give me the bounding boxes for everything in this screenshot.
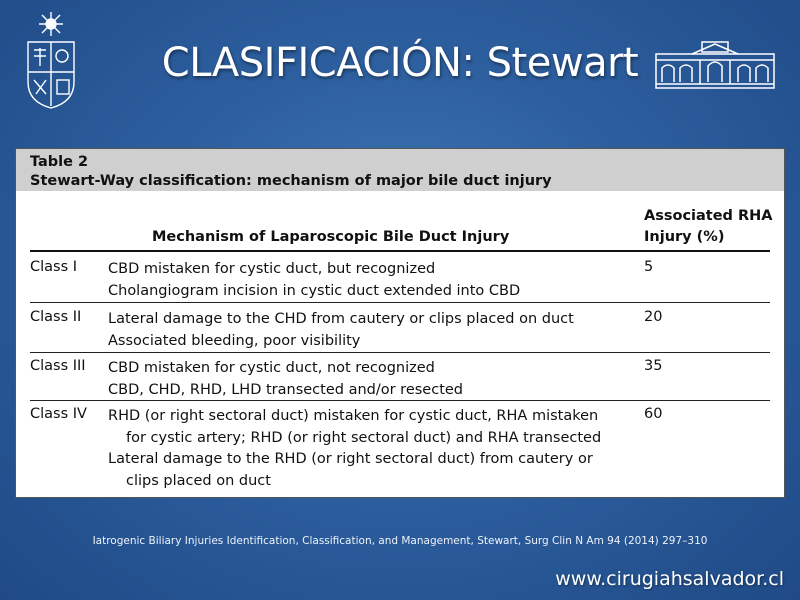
slide-title: CLASIFICACIÓN: Stewart	[161, 40, 639, 86]
mechanism-line: for cystic artery; RHD (or right sectora…	[126, 429, 602, 446]
mechanism-line: Associated bleeding, poor visibility	[108, 332, 361, 349]
row-mechanism: CBD mistaken for cystic duct, but recogn…	[108, 259, 638, 302]
website-url: www.cirugiahsalvador.cl	[555, 568, 784, 590]
row-class: Class III	[30, 358, 86, 374]
header-rha: Associated RHA Injury (%)	[644, 206, 773, 248]
classification-table: Table 2 Stewart-Way classification: mech…	[15, 148, 785, 498]
mechanism-line: CBD mistaken for cystic duct, not recogn…	[108, 360, 435, 376]
row-class: Class II	[30, 309, 82, 325]
row-rha-percent: 60	[644, 406, 663, 422]
row-class: Class I	[30, 259, 78, 275]
row-divider	[30, 352, 770, 353]
mechanism-line: CBD mistaken for cystic duct, but recogn…	[108, 261, 436, 277]
row-mechanism: CBD mistaken for cystic duct, not recogn…	[108, 358, 638, 401]
mechanism-line: Lateral damage to the CHD from cautery o…	[108, 311, 574, 327]
table-caption-text: Stewart-Way classification: mechanism of…	[30, 173, 552, 189]
mechanism-line: Cholangiogram incision in cystic duct ex…	[108, 282, 521, 299]
university-crest-icon	[27, 12, 75, 109]
row-divider	[30, 302, 770, 303]
mechanism-line: RHD (or right sectoral duct) mistaken fo…	[108, 408, 599, 424]
row-mechanism: RHD (or right sectoral duct) mistaken fo…	[108, 406, 638, 492]
row-rha-percent: 5	[644, 259, 654, 275]
header-rha-line1: Associated RHA	[644, 208, 773, 224]
row-rha-percent: 35	[644, 358, 663, 374]
mechanism-line: clips placed on duct	[126, 472, 271, 489]
header-rha-line2: Injury (%)	[644, 229, 725, 245]
mechanism-line: CBD, CHD, RHD, LHD transected and/or res…	[108, 381, 464, 398]
row-rha-percent: 20	[644, 309, 663, 325]
citation-text: Iatrogenic Biliary Injuries Identificati…	[92, 535, 708, 547]
hospital-building-icon	[655, 41, 775, 89]
table-label: Table 2	[30, 154, 89, 170]
header-mechanism: Mechanism of Laparoscopic Bile Duct Inju…	[152, 229, 510, 245]
row-divider	[30, 400, 770, 401]
row-class: Class IV	[30, 406, 87, 422]
table-caption: Table 2 Stewart-Way classification: mech…	[16, 149, 784, 191]
row-mechanism: Lateral damage to the CHD from cautery o…	[108, 309, 638, 352]
table-header: Mechanism of Laparoscopic Bile Duct Inju…	[16, 191, 784, 249]
mechanism-line: Lateral damage to the RHD (or right sect…	[108, 451, 593, 467]
header-rule	[30, 250, 770, 252]
